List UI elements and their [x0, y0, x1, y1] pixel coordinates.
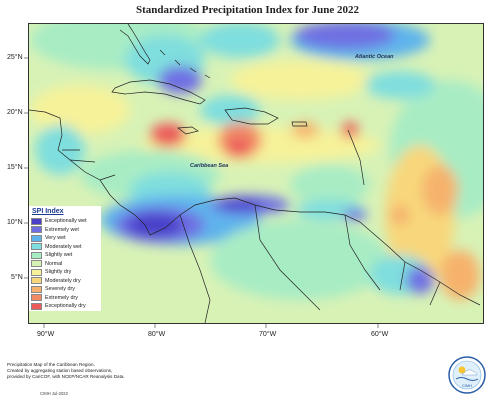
- lon-label-70w: 70°W: [259, 331, 277, 338]
- legend-label: Slightly dry: [45, 269, 72, 276]
- moderately-wet-region: [35, 125, 85, 175]
- legend-label: Exceptionally wet: [45, 218, 87, 225]
- slightly-dry-region: [230, 60, 370, 100]
- map-title: Standardized Precipitation Index for Jun…: [136, 4, 359, 16]
- atlantic-ocean-label: Atlantic Ocean: [355, 54, 394, 60]
- severely-dry-region: [440, 250, 480, 300]
- lat-label-10n: 10°N: [7, 219, 23, 226]
- slightly-wet-region: [290, 165, 370, 205]
- legend-title: SPI Index: [32, 208, 64, 215]
- caribbean-sea-label: Caribbean Sea: [190, 163, 229, 169]
- lon-label-90w: 90°W: [37, 331, 55, 338]
- lon-label-80w: 80°W: [148, 331, 166, 338]
- legend-item: Slightly wet: [29, 251, 101, 260]
- credit-text: CIMH Jul-2022: [40, 391, 68, 396]
- lesser-antilles: [347, 129, 365, 186]
- legend-item: Slightly dry: [29, 268, 101, 277]
- footer-line-3: provided by CariCOF, with NCEP/NCAR Rean…: [7, 374, 125, 379]
- legend-item: Extremely wet: [29, 226, 101, 235]
- legend-label: Extremely dry: [45, 294, 78, 301]
- spi-legend: SPI Index Exceptionally wet Extremely wet…: [29, 206, 101, 311]
- legend-label: Slightly wet: [45, 252, 73, 259]
- axis-ticks: [24, 57, 379, 328]
- legend-swatch: [31, 226, 42, 234]
- bahamas-islands: [159, 49, 211, 79]
- exceptionally-wet-region: [127, 213, 183, 237]
- legend-swatch: [31, 268, 42, 276]
- legend-item: Severely dry: [29, 285, 101, 294]
- legend-swatch: [31, 234, 42, 242]
- legend-item: Extremely dry: [29, 294, 101, 303]
- legend-label: Exceptionally dry: [45, 303, 86, 310]
- legend-label: Moderately wet: [45, 243, 82, 250]
- moderately-wet-region: [200, 24, 280, 58]
- exceptionally-dry-region: [341, 122, 359, 138]
- logo-text: CIMH: [462, 383, 472, 388]
- extremely-wet-region: [295, 24, 395, 49]
- legend-item: Moderately dry: [29, 277, 101, 286]
- legend-item: Normal: [29, 260, 101, 269]
- jamaica-coast: [177, 126, 199, 135]
- puerto-rico-coast: [291, 121, 308, 127]
- extremely-wet-region: [343, 209, 367, 221]
- exceptionally-dry-region: [150, 123, 186, 147]
- lat-label-15n: 15°N: [7, 164, 23, 171]
- legend-swatch: [31, 217, 42, 225]
- exceptionally-dry-region: [226, 138, 250, 158]
- legend-label: Normal: [45, 260, 63, 267]
- legend-swatch: [31, 277, 42, 285]
- legend-swatch: [31, 243, 42, 251]
- footer-line-2: Created by aggregating station based obs…: [7, 368, 113, 373]
- legend-label: Very wet: [45, 235, 66, 242]
- slightly-wet-region: [210, 220, 390, 300]
- south-america-coast: [149, 197, 481, 306]
- florida-coast: [119, 24, 151, 65]
- cimh-logo: CIMH: [448, 356, 486, 394]
- country-borders: [62, 149, 441, 323]
- legend-label: Severely dry: [45, 286, 75, 293]
- extremely-wet-region: [406, 266, 434, 294]
- legend-item: Very wet: [29, 234, 101, 243]
- legend-item: Exceptionally wet: [29, 217, 101, 226]
- moderately-wet-region: [200, 95, 260, 125]
- footer-line-1: Precipitation Map of the Caribbean Regio…: [7, 362, 95, 367]
- lon-label-60w: 60°W: [371, 331, 389, 338]
- legend-swatch: [31, 302, 42, 310]
- legend-rows: Exceptionally wet Extremely wet Very wet Mo…: [29, 217, 101, 311]
- severely-dry-region: [390, 205, 410, 225]
- legend-label: Extremely wet: [45, 226, 79, 233]
- legend-swatch: [31, 285, 42, 293]
- central-america-coast: [29, 109, 151, 236]
- lat-label-25n: 25°N: [7, 54, 23, 61]
- exceptionally-wet-region: [218, 199, 262, 211]
- hispaniola-coast: [224, 107, 279, 125]
- lat-label-5n: 5°N: [11, 274, 23, 281]
- legend-swatch: [31, 294, 42, 302]
- legend-item: Moderately wet: [29, 243, 101, 252]
- coastlines: [29, 24, 481, 323]
- cuba-coast: [111, 79, 206, 105]
- footer-text: Precipitation Map of the Caribbean Regio…: [7, 362, 227, 380]
- lat-label-20n: 20°N: [7, 109, 23, 116]
- legend-swatch: [31, 260, 42, 268]
- extremely-wet-region: [158, 66, 202, 94]
- moderately-wet-region: [365, 71, 435, 99]
- slightly-dry-region: [30, 85, 130, 135]
- map-frame: [28, 23, 484, 324]
- legend-item: Exceptionally dry: [29, 302, 101, 311]
- legend-label: Moderately dry: [45, 277, 81, 284]
- severely-dry-region: [422, 165, 458, 215]
- legend-swatch: [31, 251, 42, 259]
